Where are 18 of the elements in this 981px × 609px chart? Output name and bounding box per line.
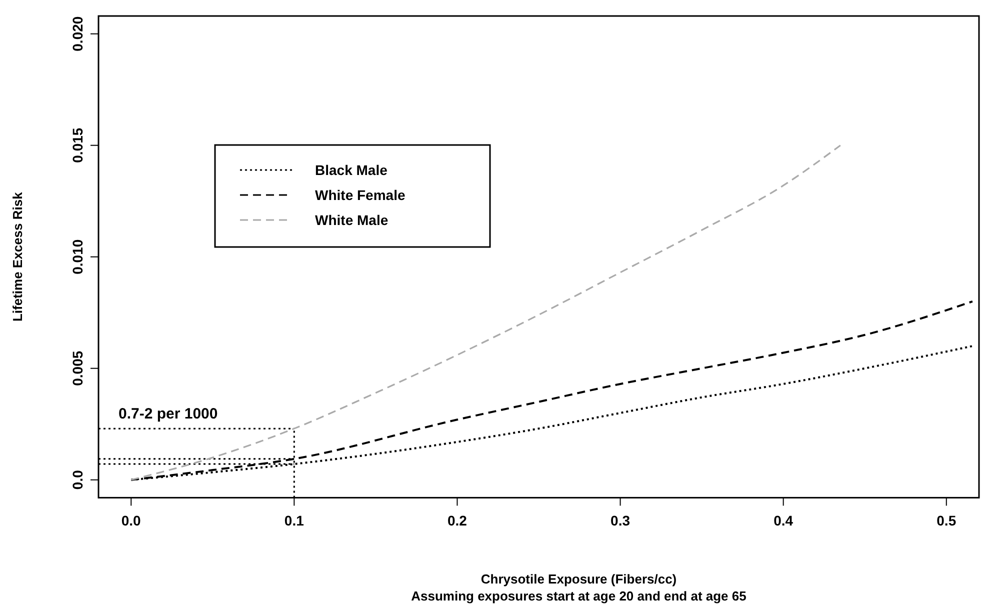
text: Assuming exposures start at age 20 and end at age 65: [411, 588, 746, 604]
y-tick-label: 0.005: [70, 350, 86, 386]
x-tick-label: 0.3: [610, 512, 630, 529]
legend-label: Black Male: [315, 162, 388, 178]
legend-label: White Male: [315, 212, 388, 228]
ref-line-label: 0.7-2 per 1000: [118, 406, 218, 423]
x-axis-title: Chrysotile Exposure (Fibers/cc): [480, 572, 677, 587]
y-axis-title: Lifetime Excess Risk: [10, 191, 25, 322]
y-tick-label: 0.020: [70, 16, 86, 52]
y-tick-label: 0.010: [70, 239, 86, 274]
x-tick-label: 0.5: [936, 512, 956, 529]
x-tick-label: 0.0: [121, 512, 142, 529]
y-tick-label: 0.015: [70, 128, 86, 163]
y-tick-label: 0.0: [70, 470, 86, 490]
x-tick-label: 0.1: [284, 512, 304, 529]
x-tick-label: 0.2: [447, 512, 468, 529]
legend-label: White Female: [315, 187, 406, 203]
x-tick-label: 0.4: [774, 512, 794, 529]
